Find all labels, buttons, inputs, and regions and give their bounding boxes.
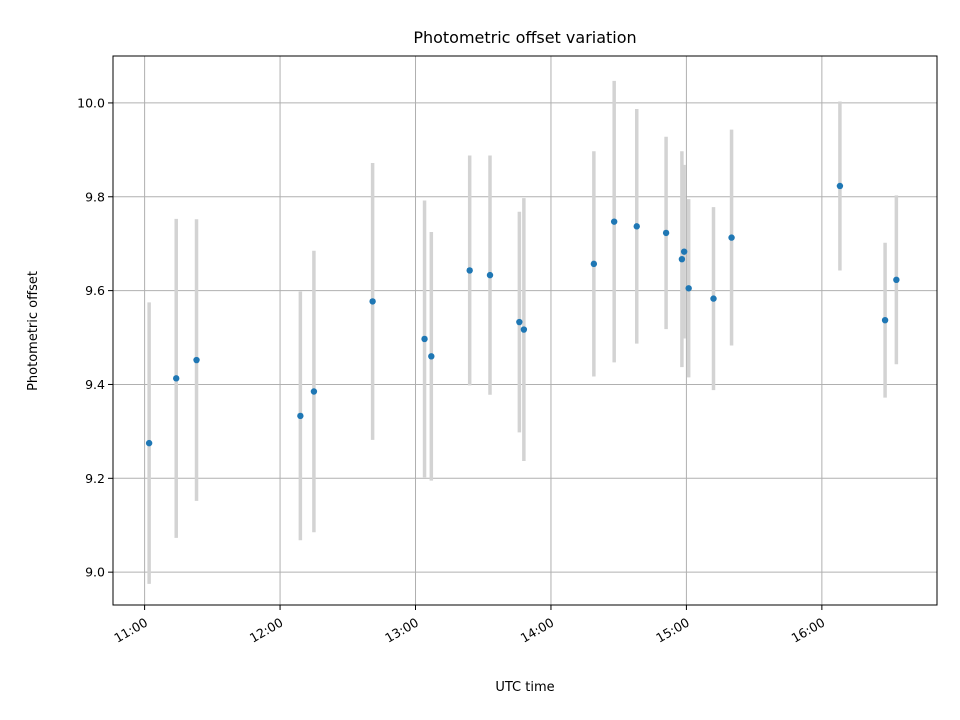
data-point — [486, 271, 494, 279]
data-point — [145, 439, 153, 447]
data-point — [881, 316, 889, 324]
data-point — [680, 248, 688, 255]
y-tick-label: 9.0 — [85, 565, 105, 580]
data-points — [145, 182, 900, 447]
data-point — [516, 318, 523, 326]
y-tick-label: 9.8 — [85, 189, 105, 204]
data-point — [728, 234, 735, 241]
data-point — [662, 229, 670, 237]
data-point — [893, 276, 900, 284]
y-tick-label: 9.6 — [85, 283, 105, 298]
data-point — [369, 298, 376, 305]
data-point — [685, 285, 692, 292]
y-tick-label: 9.4 — [85, 377, 105, 392]
data-point — [466, 267, 473, 274]
data-point — [520, 326, 528, 333]
data-point — [590, 260, 598, 268]
data-point — [633, 223, 640, 230]
plot-frame — [112, 55, 938, 606]
data-point — [678, 255, 686, 263]
data-point — [428, 353, 435, 360]
y-axis-label: Photometric offset — [26, 271, 41, 391]
data-point — [710, 295, 717, 302]
data-point — [297, 412, 304, 420]
y-tick-label: 9.2 — [85, 471, 105, 486]
data-point — [173, 375, 180, 382]
data-point — [193, 356, 200, 364]
y-tick-label: 10.0 — [77, 95, 105, 110]
chart-title: Photometric offset variation — [413, 28, 636, 47]
data-point — [310, 388, 318, 395]
data-point — [610, 218, 618, 225]
x-axis-label: UTC time — [495, 680, 554, 695]
data-point — [836, 182, 844, 190]
data-point — [421, 335, 428, 343]
